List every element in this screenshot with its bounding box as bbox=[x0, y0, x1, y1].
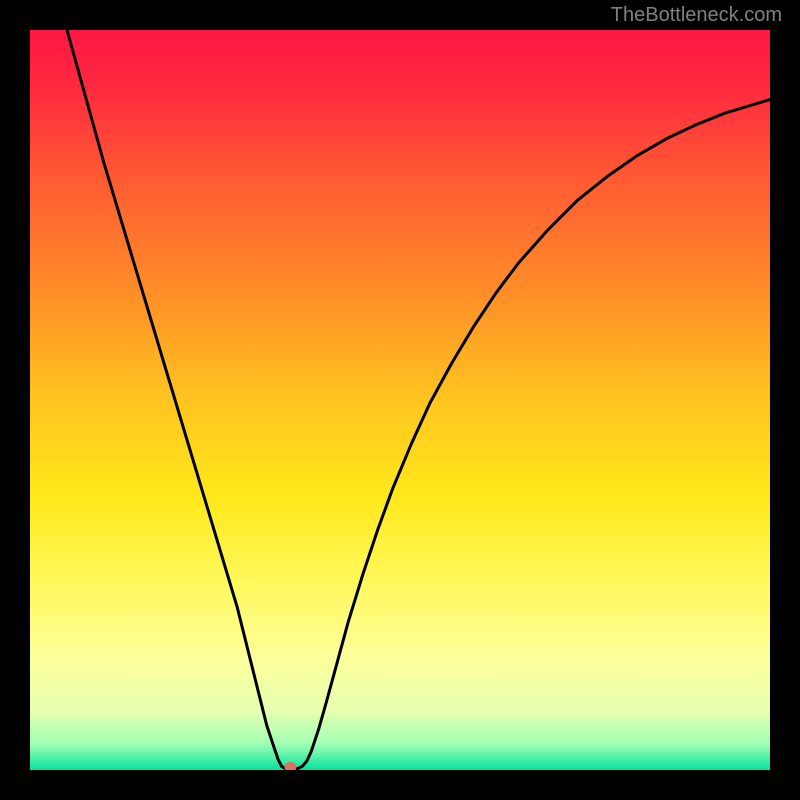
chart-plot-area bbox=[30, 30, 770, 770]
watermark-text: TheBottleneck.com bbox=[611, 4, 782, 27]
gradient-background bbox=[30, 30, 770, 770]
chart-svg bbox=[30, 30, 770, 770]
